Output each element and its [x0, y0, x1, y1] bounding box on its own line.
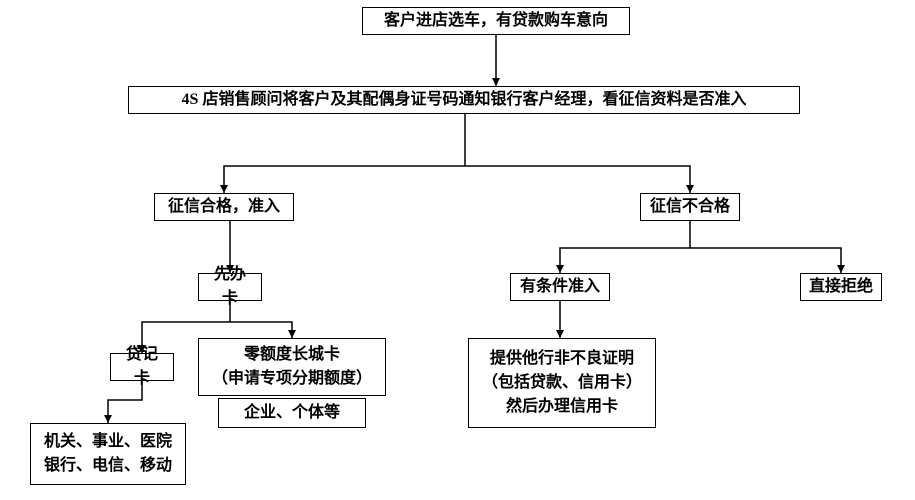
edge-7 — [690, 248, 841, 273]
node-line: 提供他行非不良证明 — [490, 347, 634, 371]
flowchart-node-n4: 征信不合格 — [640, 193, 740, 221]
flowchart-node-n1: 客户进店选车，有贷款购车意向 — [362, 7, 630, 35]
flowchart-node-n10: 提供他行非不良证明（包括贷款、信用卡）然后办理信用卡 — [468, 338, 656, 428]
node-line: 机关、事业、医院 — [44, 430, 172, 454]
flowchart-node-n3: 征信合格，准入 — [154, 193, 294, 221]
flowchart-node-n5: 先办卡 — [198, 273, 262, 301]
node-line: （申请专项分期额度） — [212, 367, 372, 391]
edge-2 — [224, 166, 465, 193]
edge-6 — [560, 248, 690, 273]
flowchart-node-n8: 贷记卡 — [110, 353, 174, 381]
flowchart-node-n7: 直接拒绝 — [800, 273, 882, 301]
flowchart-node-n9: 零额度长城卡（申请专项分期额度） — [198, 338, 386, 396]
node-line: 零额度长城卡 — [244, 343, 340, 367]
flowchart-node-n2: 4S 店销售顾问将客户及其配偶身证号码通知银行客户经理，看征信资料是否准入 — [128, 86, 800, 114]
edge-3 — [465, 166, 690, 193]
edge-10 — [230, 322, 292, 338]
node-line: （包括贷款、信用卡） — [482, 371, 642, 395]
node-line: 然后办理信用卡 — [506, 395, 618, 419]
node-line: 银行、电信、移动 — [44, 454, 172, 478]
flowchart-node-n6: 有条件准入 — [510, 273, 610, 301]
flowchart-node-n11: 企业、个体等 — [218, 398, 366, 428]
flowchart-node-n12: 机关、事业、医院银行、电信、移动 — [30, 423, 186, 485]
